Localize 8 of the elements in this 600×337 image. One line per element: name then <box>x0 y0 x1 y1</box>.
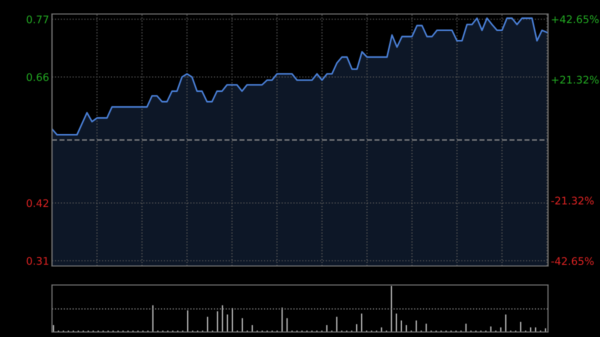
y2-tick-label: +21.32% <box>552 76 599 84</box>
y-tick-label: 0.42 <box>26 199 48 208</box>
y-tick-label: 0.77 <box>26 15 48 24</box>
y-tick-label: 0.31 <box>26 256 48 265</box>
y-tick-label: 0.66 <box>26 73 49 82</box>
y2-tick-label: -21.32% <box>551 196 594 205</box>
y2-tick-label: -42.65% <box>551 257 594 266</box>
y2-tick-label: +42.65% <box>552 15 599 24</box>
